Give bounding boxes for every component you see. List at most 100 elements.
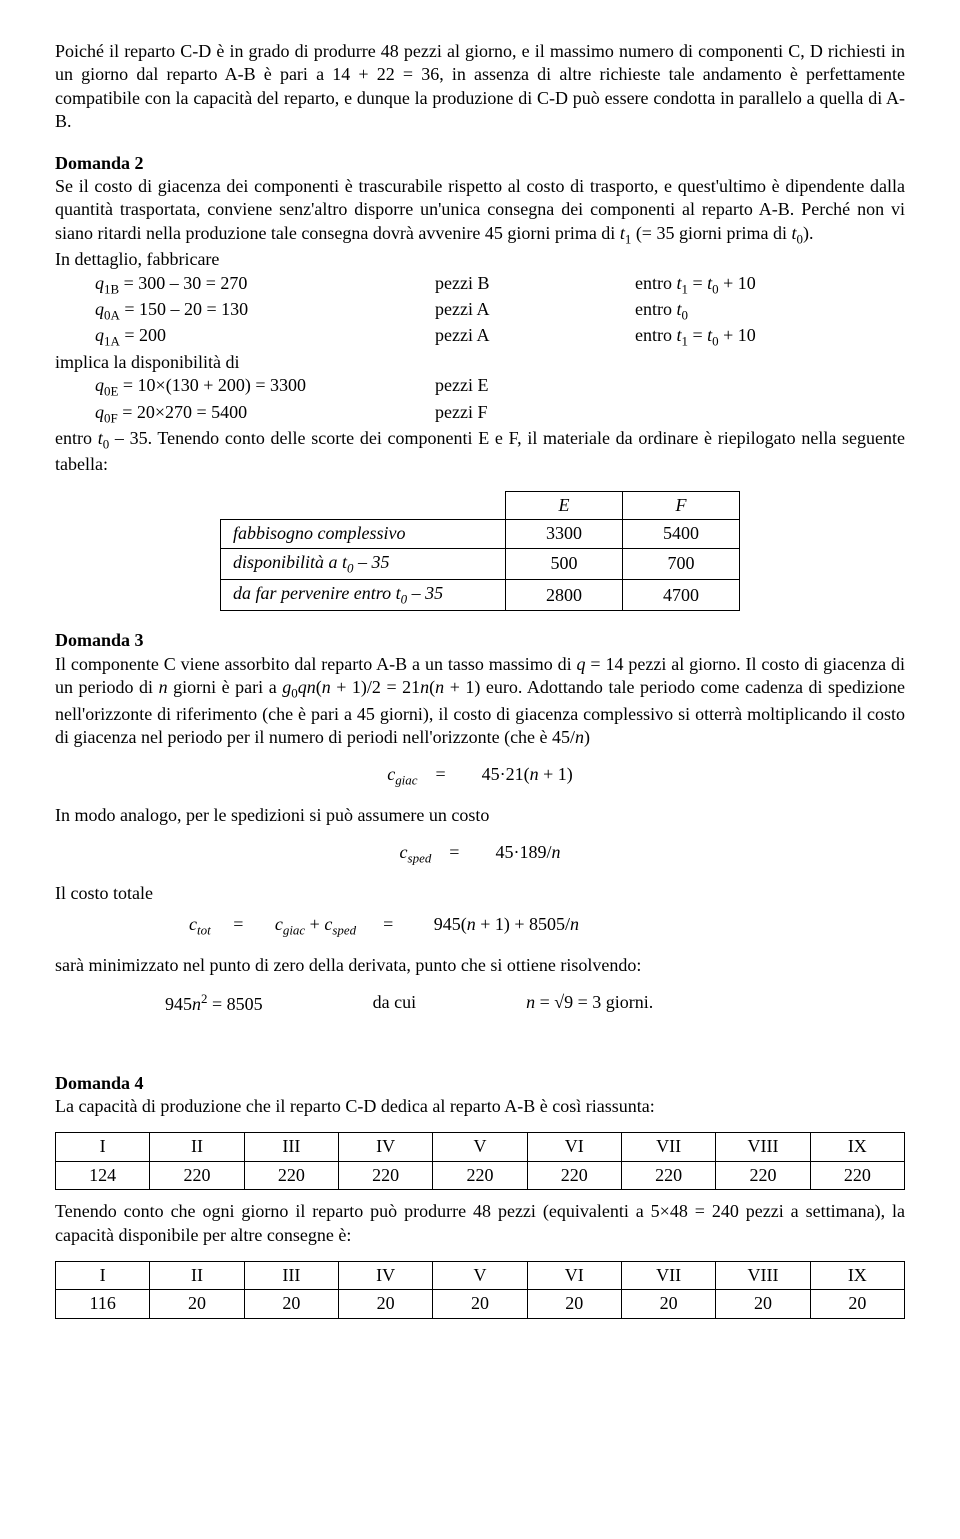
cell: 20	[527, 1290, 621, 1318]
cell: VI	[527, 1262, 621, 1290]
text: 45·21(	[482, 764, 530, 784]
disponibilita-block: q0E = 10×(130 + 200) = 3300 pezzi E q0F …	[95, 374, 905, 427]
cell: 220	[527, 1161, 621, 1189]
text: entro	[635, 299, 676, 319]
cell: V	[433, 1133, 527, 1161]
row-label: fabbisogno complessivo	[221, 520, 506, 548]
fabbricare-block: q1B = 300 – 30 = 270 pezzi B entro t1 = …	[95, 272, 905, 351]
cell: 20	[621, 1290, 715, 1318]
text: entro	[55, 428, 98, 448]
domanda-3-p2: In modo analogo, per le spedizioni si pu…	[55, 804, 905, 827]
text: entro	[635, 273, 676, 293]
text: giorni è pari a	[168, 677, 283, 697]
text: = 300 – 30 = 270	[119, 273, 247, 293]
row-label: da far pervenire entro t0 – 35	[221, 580, 506, 611]
cell: 4700	[623, 580, 740, 611]
cell: 20	[810, 1290, 904, 1318]
row-label: disponibilità a t0 – 35	[221, 548, 506, 579]
eq-ctot: ctot = cgiac + csped = 945(n + 1) + 8505…	[135, 913, 905, 939]
q1A-line: q1A = 200 pezzi A entro t1 = t0 + 10	[95, 324, 905, 350]
text: + 1) + 8505/	[476, 914, 570, 934]
cell: III	[244, 1262, 338, 1290]
cell: VII	[621, 1133, 715, 1161]
cell: 700	[623, 548, 740, 579]
text: = 200	[120, 325, 166, 345]
domanda-3-p1: Il componente C viene assorbito dal repa…	[55, 653, 905, 750]
text: = √9 = 3 giorni.	[535, 992, 653, 1012]
table-capacita-2: IIIIIIIVVVIVIIVIIIIX 1162020202020202020	[55, 1261, 905, 1319]
cell: 220	[716, 1161, 810, 1189]
text: )	[584, 727, 590, 747]
table-row: 1162020202020202020	[56, 1290, 905, 1318]
cell: 5400	[623, 520, 740, 548]
paragraph-1: Poiché il reparto C-D è in grado di prod…	[55, 40, 905, 134]
domanda-2-p3: implica la disponibilità di	[55, 351, 905, 374]
text: + 10	[719, 325, 756, 345]
cell: 220	[433, 1161, 527, 1189]
text: pezzi F	[435, 401, 635, 427]
cell: I	[56, 1133, 150, 1161]
text: da cui	[373, 991, 416, 1016]
domanda-2-p4: entro t0 – 35. Tenendo conto delle scort…	[55, 427, 905, 477]
text: (= 35 giorni prima di	[631, 223, 791, 243]
cell: 116	[56, 1290, 150, 1318]
eq-solve: 945n2 = 8505 da cui n = √9 = 3 giorni.	[165, 991, 905, 1016]
table-row: 124220220220220220220220220	[56, 1161, 905, 1189]
eq-csped: csped = 45·189/n	[55, 841, 905, 867]
cell: 20	[433, 1290, 527, 1318]
table-ef: EF fabbisogno complessivo33005400 dispon…	[220, 491, 740, 612]
text: entro	[635, 325, 676, 345]
cell: 20	[244, 1290, 338, 1318]
cell: VIII	[716, 1262, 810, 1290]
domanda-3-head: Domanda 3	[55, 629, 905, 652]
q0E-line: q0E = 10×(130 + 200) = 3300 pezzi E	[95, 374, 905, 400]
cell: 500	[506, 548, 623, 579]
cell: I	[56, 1262, 150, 1290]
domanda-4-p1: La capacità di produzione che il reparto…	[55, 1095, 905, 1118]
q0F-line: q0F = 20×270 = 5400 pezzi F	[95, 401, 905, 427]
text: = 10×(130 + 200) = 3300	[118, 375, 306, 395]
table-capacita-1: IIIIIIIVVVIVIIVIIIIX 1242202202202202202…	[55, 1132, 905, 1190]
text: 945(	[434, 914, 467, 934]
text: = 8505	[207, 994, 262, 1014]
text: pezzi A	[435, 324, 635, 350]
cell: IV	[338, 1133, 432, 1161]
domanda-4-p2: Tenendo conto che ogni giorno il reparto…	[55, 1200, 905, 1247]
cell: 220	[150, 1161, 244, 1189]
text: + 10	[719, 273, 756, 293]
cell: 220	[244, 1161, 338, 1189]
cell: IX	[810, 1133, 904, 1161]
text: 45·189/	[495, 842, 551, 862]
eq-cgiac: cgiac = 45·21(n + 1)	[55, 763, 905, 789]
text: + 1)/2 = 21	[331, 677, 420, 697]
cell: V	[433, 1262, 527, 1290]
cell: 3300	[506, 520, 623, 548]
cell: 220	[338, 1161, 432, 1189]
cell: IV	[338, 1262, 432, 1290]
text: ).	[803, 223, 814, 243]
text: + 1)	[539, 764, 573, 784]
cell: 20	[716, 1290, 810, 1318]
cell: II	[150, 1133, 244, 1161]
col-E: E	[506, 491, 623, 519]
col-F: F	[623, 491, 740, 519]
cell: 220	[810, 1161, 904, 1189]
domanda-2-p2: In dettaglio, fabbricare	[55, 248, 905, 271]
text: – 35. Tenendo conto delle scorte dei com…	[55, 428, 905, 474]
cell: II	[150, 1262, 244, 1290]
table-row: IIIIIIIVVVIVIIVIIIIX	[56, 1133, 905, 1161]
text: pezzi B	[435, 272, 635, 298]
cell: VI	[527, 1133, 621, 1161]
domanda-2-p1: Se il costo di giacenza dei componenti è…	[55, 175, 905, 248]
cell: IX	[810, 1262, 904, 1290]
cell: VII	[621, 1262, 715, 1290]
text: = 150 – 20 = 130	[120, 299, 248, 319]
domanda-3-p4: sarà minimizzato nel punto di zero della…	[55, 954, 905, 977]
text: pezzi A	[435, 298, 635, 324]
text: 945	[165, 994, 192, 1014]
domanda-3-p3: Il costo totale	[55, 882, 905, 905]
q1B-line: q1B = 300 – 30 = 270 pezzi B entro t1 = …	[95, 272, 905, 298]
cell: 220	[621, 1161, 715, 1189]
text: = 20×270 = 5400	[118, 402, 247, 422]
domanda-4-head: Domanda 4	[55, 1072, 905, 1095]
